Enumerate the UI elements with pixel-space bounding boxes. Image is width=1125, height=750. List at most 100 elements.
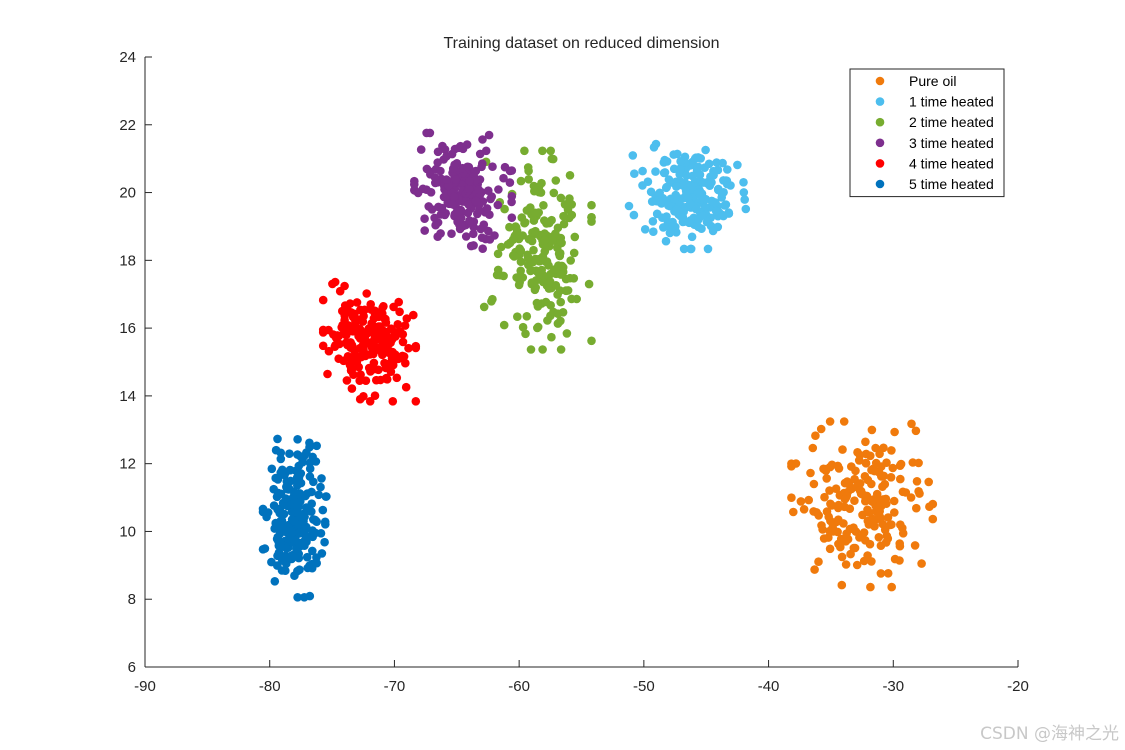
scatter-point <box>662 157 672 166</box>
scatter-point <box>876 569 886 578</box>
scatter-point <box>514 280 524 290</box>
scatter-point <box>516 176 526 186</box>
scatter-point <box>430 173 440 182</box>
scatter-point <box>700 202 710 212</box>
scatter-point <box>436 166 445 176</box>
scatter-point <box>285 465 295 475</box>
scatter-point <box>273 532 283 542</box>
scatter-point <box>372 375 381 385</box>
scatter-point <box>295 539 304 548</box>
scatter-point <box>822 507 832 516</box>
scatter-point <box>624 201 634 211</box>
scatter-point <box>531 254 540 264</box>
scatter-point <box>454 207 464 216</box>
scatter-point <box>659 168 669 178</box>
scatter-point <box>497 242 506 252</box>
x-tick-label: -60 <box>508 678 530 695</box>
scatter-point <box>717 189 727 198</box>
scatter-point <box>518 322 528 332</box>
series-pure-oil <box>787 417 938 592</box>
scatter-point <box>539 201 548 210</box>
scatter-point <box>505 178 515 187</box>
scatter-point <box>556 345 566 354</box>
scatter-point <box>890 427 899 437</box>
scatter-point <box>339 356 348 366</box>
scatter-point <box>534 269 544 279</box>
scatter-point <box>335 286 345 296</box>
scatter-point <box>275 508 285 518</box>
scatter-point <box>828 527 838 536</box>
scatter-point <box>864 508 874 517</box>
scatter-point <box>479 302 489 312</box>
scatter-point <box>312 558 322 568</box>
scatter-point <box>386 367 396 377</box>
scatter-point <box>442 175 451 184</box>
scatter-point <box>721 200 731 209</box>
scatter-point <box>433 147 443 157</box>
scatter-point <box>520 146 529 156</box>
series-4-time-heated <box>318 277 421 406</box>
scatter-point <box>665 228 675 238</box>
scatter-point <box>273 434 282 444</box>
scatter-point <box>787 493 796 503</box>
scatter-point <box>549 188 559 198</box>
scatter-point <box>281 566 290 575</box>
y-tick-label: 10 <box>119 523 136 540</box>
scatter-point <box>500 204 509 214</box>
legend-marker <box>875 117 885 127</box>
scatter-point <box>878 495 888 504</box>
scatter-point <box>398 351 407 361</box>
scatter-point <box>411 397 421 406</box>
scatter-point <box>436 210 446 219</box>
scatter-point <box>559 211 568 221</box>
scatter-point <box>676 157 685 166</box>
scatter-point <box>839 417 849 426</box>
scatter-point <box>825 417 835 426</box>
scatter-point <box>346 343 356 353</box>
scatter-point <box>366 300 376 309</box>
scatter-point <box>381 318 391 327</box>
scatter-point <box>672 205 682 214</box>
scatter-point <box>671 190 680 200</box>
scatter-point <box>851 466 860 476</box>
scatter-point <box>649 143 659 152</box>
scatter-point <box>370 306 380 316</box>
scatter-point <box>694 222 703 232</box>
scatter-point <box>420 214 429 223</box>
scatter-point <box>841 560 851 569</box>
x-tick-label: -90 <box>134 678 156 695</box>
scatter-point <box>679 244 689 254</box>
scatter-point <box>401 358 410 368</box>
scatter-point <box>628 151 638 160</box>
scatter-point <box>713 165 723 175</box>
scatter-point <box>881 538 891 547</box>
scatter-point <box>493 200 503 210</box>
scatter-point <box>811 431 820 441</box>
scatter-point <box>733 160 742 170</box>
scatter-point <box>356 305 365 315</box>
scatter-point <box>556 193 566 203</box>
scatter-point <box>808 443 818 453</box>
scatter-point <box>587 200 596 210</box>
scatter-point <box>629 210 639 220</box>
legend-entry-label: 2 time heated <box>909 114 994 130</box>
scatter-point <box>896 520 905 529</box>
scatter-point <box>526 345 536 354</box>
scatter-point <box>533 302 543 311</box>
scatter-point <box>293 435 302 444</box>
scatter-point <box>314 490 324 500</box>
scatter-point <box>712 158 721 167</box>
scatter-point <box>374 328 384 338</box>
scatter-point <box>711 206 721 216</box>
scatter-point <box>388 397 398 406</box>
scatter-point <box>530 186 539 196</box>
series-5-time-heated <box>258 434 331 602</box>
axes: -90 -80 -70 -60 -50 -40 -30 -20 6 8 10 12 14 16 18 20 22… <box>119 49 1029 695</box>
scatter-point <box>320 537 329 547</box>
scatter-point <box>691 204 701 214</box>
scatter-point <box>471 176 481 185</box>
legend-marker <box>875 138 885 148</box>
scatter-point <box>320 517 330 527</box>
scatter-point <box>534 208 543 217</box>
scatter-point <box>865 539 875 549</box>
